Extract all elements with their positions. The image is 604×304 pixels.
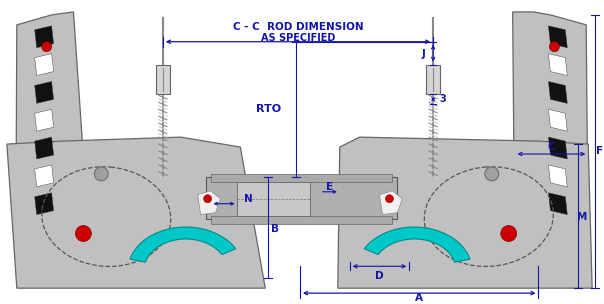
Text: C: C [548,142,555,152]
Circle shape [385,195,393,203]
Polygon shape [16,12,89,260]
Polygon shape [34,193,54,215]
Polygon shape [7,137,265,288]
Polygon shape [379,191,402,215]
Polygon shape [34,165,54,187]
Polygon shape [548,165,567,187]
Polygon shape [34,109,54,131]
Polygon shape [34,54,54,75]
Circle shape [204,195,211,203]
Polygon shape [548,81,567,103]
Circle shape [42,42,51,52]
Text: D: D [375,271,384,281]
Text: AS SPECIFIED: AS SPECIFIED [261,33,335,43]
Polygon shape [205,177,397,219]
Text: M: M [577,212,588,222]
Polygon shape [426,64,440,95]
Polygon shape [513,12,588,260]
Text: J: J [422,49,425,59]
Circle shape [94,167,108,181]
Polygon shape [548,109,567,131]
Polygon shape [237,182,310,216]
Text: N: N [244,194,252,204]
Polygon shape [211,216,393,223]
Circle shape [501,226,516,241]
Polygon shape [364,227,470,262]
Text: C - C  ROD DIMENSION: C - C ROD DIMENSION [233,22,364,32]
Polygon shape [548,193,567,215]
Text: RTO: RTO [255,104,281,114]
Polygon shape [211,174,393,182]
Circle shape [76,226,91,241]
Polygon shape [548,137,567,159]
Text: A: A [416,293,423,303]
Polygon shape [156,64,170,95]
Polygon shape [34,137,54,159]
Text: 3: 3 [440,94,446,104]
Polygon shape [548,54,567,75]
Polygon shape [548,26,567,48]
Circle shape [485,167,499,181]
Text: E: E [326,182,333,192]
Circle shape [550,42,559,52]
Polygon shape [198,191,220,215]
Text: F: F [596,146,603,156]
Polygon shape [338,137,592,288]
Text: B: B [271,223,279,233]
Polygon shape [34,26,54,48]
Polygon shape [130,227,236,262]
Polygon shape [34,81,54,103]
